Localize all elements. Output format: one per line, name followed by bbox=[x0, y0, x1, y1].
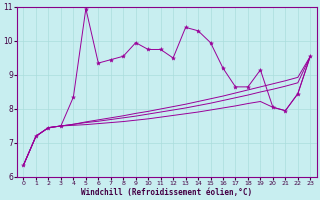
X-axis label: Windchill (Refroidissement éolien,°C): Windchill (Refroidissement éolien,°C) bbox=[81, 188, 252, 197]
